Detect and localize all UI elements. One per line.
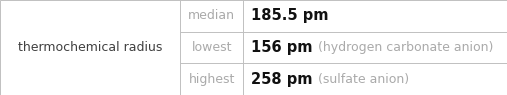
Text: 258 pm: 258 pm — [251, 72, 313, 87]
Text: 156 pm: 156 pm — [251, 40, 313, 55]
Text: highest: highest — [189, 73, 235, 86]
Text: lowest: lowest — [192, 41, 232, 54]
Text: 185.5 pm: 185.5 pm — [251, 8, 329, 23]
Text: median: median — [188, 9, 235, 22]
Text: (hydrogen carbonate anion): (hydrogen carbonate anion) — [318, 41, 493, 54]
Text: thermochemical radius: thermochemical radius — [18, 41, 162, 54]
Text: (sulfate anion): (sulfate anion) — [318, 73, 409, 86]
